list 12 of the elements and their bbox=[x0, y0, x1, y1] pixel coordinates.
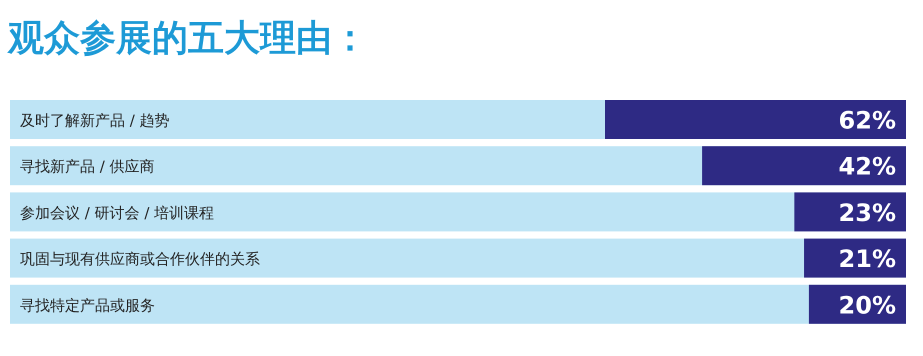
y-tick-label: 巩固与现有供应商或合作伙伴的关系 bbox=[20, 250, 260, 268]
y-tick-label: 寻找特定产品或服务 bbox=[20, 296, 155, 314]
data-label: 62% bbox=[838, 106, 896, 134]
bar bbox=[702, 146, 906, 186]
y-tick-label: 及时了解新产品 / 趋势 bbox=[20, 112, 170, 130]
y-tick-label: 寻找新产品 / 供应商 bbox=[20, 158, 155, 176]
data-label: 21% bbox=[838, 245, 896, 274]
text: 观众参展的五大理由： bbox=[7, 18, 368, 59]
y-tick-label: 参加会议 / 研讨会 / 培训课程 bbox=[20, 204, 214, 222]
data-label: 20% bbox=[838, 291, 896, 320]
data-label: 23% bbox=[838, 198, 896, 227]
data-label: 42% bbox=[838, 152, 896, 181]
